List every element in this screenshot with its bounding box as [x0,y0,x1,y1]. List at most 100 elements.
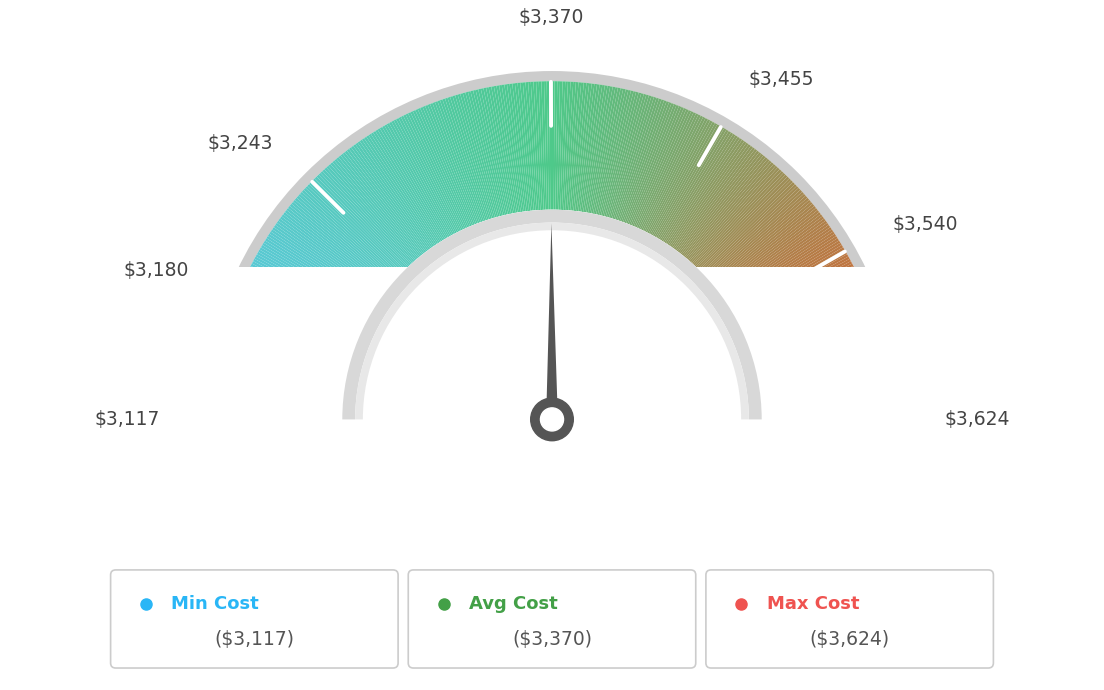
Wedge shape [541,81,548,210]
Wedge shape [269,232,378,304]
Wedge shape [744,283,862,336]
Wedge shape [501,85,522,212]
Wedge shape [762,406,890,413]
Wedge shape [392,121,454,235]
Wedge shape [360,139,434,247]
Wedge shape [214,404,342,411]
Wedge shape [618,99,661,221]
Wedge shape [660,130,729,241]
Wedge shape [715,208,818,290]
Wedge shape [762,398,890,408]
Wedge shape [560,81,567,210]
Wedge shape [447,97,489,220]
Wedge shape [250,266,365,326]
Wedge shape [491,86,516,213]
Wedge shape [443,99,486,221]
Wedge shape [278,219,383,296]
Wedge shape [633,107,683,226]
Wedge shape [275,223,381,299]
Wedge shape [756,346,883,375]
Wedge shape [425,105,475,225]
Wedge shape [611,95,649,219]
Wedge shape [718,212,821,292]
Wedge shape [411,111,466,229]
Wedge shape [755,333,880,367]
Wedge shape [499,85,521,213]
Wedge shape [755,335,880,369]
Wedge shape [259,247,372,314]
Wedge shape [702,184,797,275]
Wedge shape [687,161,772,260]
Wedge shape [526,82,538,210]
Wedge shape [739,264,853,324]
Wedge shape [533,81,542,210]
Wedge shape [258,250,371,315]
Wedge shape [347,149,426,253]
Wedge shape [707,192,804,279]
Wedge shape [317,175,407,269]
Wedge shape [216,372,344,391]
Wedge shape [601,90,634,216]
Wedge shape [733,250,846,315]
Wedge shape [734,252,847,317]
Wedge shape [433,102,479,224]
Wedge shape [353,144,431,250]
Wedge shape [415,109,469,228]
Wedge shape [712,201,813,286]
Wedge shape [556,81,563,210]
Wedge shape [240,288,359,339]
Wedge shape [762,417,890,420]
Wedge shape [596,89,626,215]
Wedge shape [645,116,703,232]
Wedge shape [753,325,878,362]
Wedge shape [590,87,615,213]
Wedge shape [749,302,870,348]
Wedge shape [744,285,863,337]
Wedge shape [762,414,890,417]
Wedge shape [580,84,599,212]
Wedge shape [215,380,343,396]
Wedge shape [673,144,751,250]
Wedge shape [219,362,346,385]
Wedge shape [386,123,450,237]
Wedge shape [575,83,592,211]
Wedge shape [634,108,687,227]
Wedge shape [246,273,363,330]
Wedge shape [676,146,753,250]
Wedge shape [227,320,351,359]
Wedge shape [214,408,342,415]
Wedge shape [320,171,410,266]
Wedge shape [478,89,508,215]
Wedge shape [666,135,737,244]
Wedge shape [261,245,372,313]
Wedge shape [694,171,784,266]
Wedge shape [273,227,380,302]
Text: $3,117: $3,117 [94,410,160,429]
Wedge shape [665,134,735,244]
Wedge shape [265,238,375,308]
Wedge shape [725,229,834,303]
Wedge shape [427,104,476,224]
Wedge shape [235,300,355,347]
Wedge shape [285,210,388,291]
Text: Max Cost: Max Cost [767,595,859,613]
Wedge shape [723,225,830,300]
Wedge shape [670,139,744,247]
Wedge shape [617,98,659,221]
Wedge shape [758,364,887,386]
Wedge shape [214,414,342,417]
Wedge shape [220,356,346,382]
Wedge shape [641,113,699,230]
Wedge shape [514,83,531,211]
Wedge shape [369,134,439,244]
Text: $3,180: $3,180 [124,261,189,279]
Wedge shape [722,221,827,297]
Wedge shape [592,87,618,214]
Wedge shape [732,247,845,314]
Wedge shape [460,93,497,217]
Wedge shape [742,275,859,332]
Wedge shape [743,280,861,335]
Wedge shape [217,369,344,390]
Wedge shape [696,173,785,268]
Wedge shape [493,86,518,213]
